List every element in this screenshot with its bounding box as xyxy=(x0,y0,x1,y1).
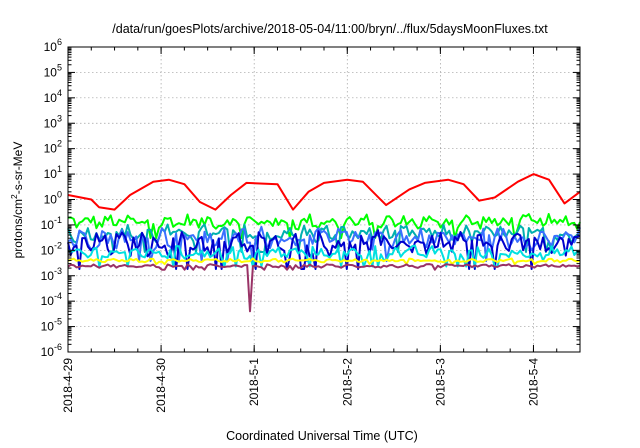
y-axis-label: protons/cm2-s-sr-MeV xyxy=(9,142,25,259)
series-line-7 xyxy=(67,257,581,266)
series-line-1 xyxy=(67,173,581,211)
x-tick-label: 2018-4-29 xyxy=(61,358,75,413)
y-tick-label: 10-5 xyxy=(41,317,62,334)
axis-ticks xyxy=(67,46,581,353)
y-tick-label: 104 xyxy=(44,88,62,105)
x-tick-label: 2018-5-1 xyxy=(247,358,261,406)
series-line-4 xyxy=(67,225,581,263)
y-tick-label: 10-6 xyxy=(41,342,62,359)
x-tick-label: 2018-4-30 xyxy=(154,358,168,413)
y-tick-label: 10-2 xyxy=(41,240,62,257)
y-tick-label: 103 xyxy=(44,113,62,130)
y-tick-labels: 106 105 104 103 102 101 100 10-1 10-2 10-3 10-4 10-… xyxy=(41,37,62,359)
chart-title: /data/run/goesPlots/archive/2018-05-04/1… xyxy=(112,22,548,36)
y-tick-label: 101 xyxy=(44,164,62,181)
grid-lines xyxy=(67,47,580,352)
y-tick-label: 10-3 xyxy=(41,266,62,283)
series-line-8 xyxy=(67,263,581,313)
y-tick-label: 102 xyxy=(44,139,62,156)
x-tick-label: 2018-5-3 xyxy=(433,358,447,406)
y-tick-label: 105 xyxy=(44,62,62,79)
y-tick-label: 10-1 xyxy=(41,215,62,232)
y-tick-label: 10-4 xyxy=(41,291,62,308)
x-tick-label: 2018-5-2 xyxy=(340,358,354,406)
x-tick-labels: 2018-4-29 2018-4-30 2018-5-1 2018-5-2 2018-5… xyxy=(61,358,540,413)
x-tick-label: 2018-5-4 xyxy=(526,358,540,406)
data-series xyxy=(67,173,581,313)
series-line-2 xyxy=(67,213,581,239)
plot-frame xyxy=(67,46,581,353)
x-axis-label: Coordinated Universal Time (UTC) xyxy=(226,429,418,443)
y-tick-label: 106 xyxy=(44,37,62,54)
series-line-5 xyxy=(67,229,581,270)
y-tick-label: 100 xyxy=(44,190,62,207)
